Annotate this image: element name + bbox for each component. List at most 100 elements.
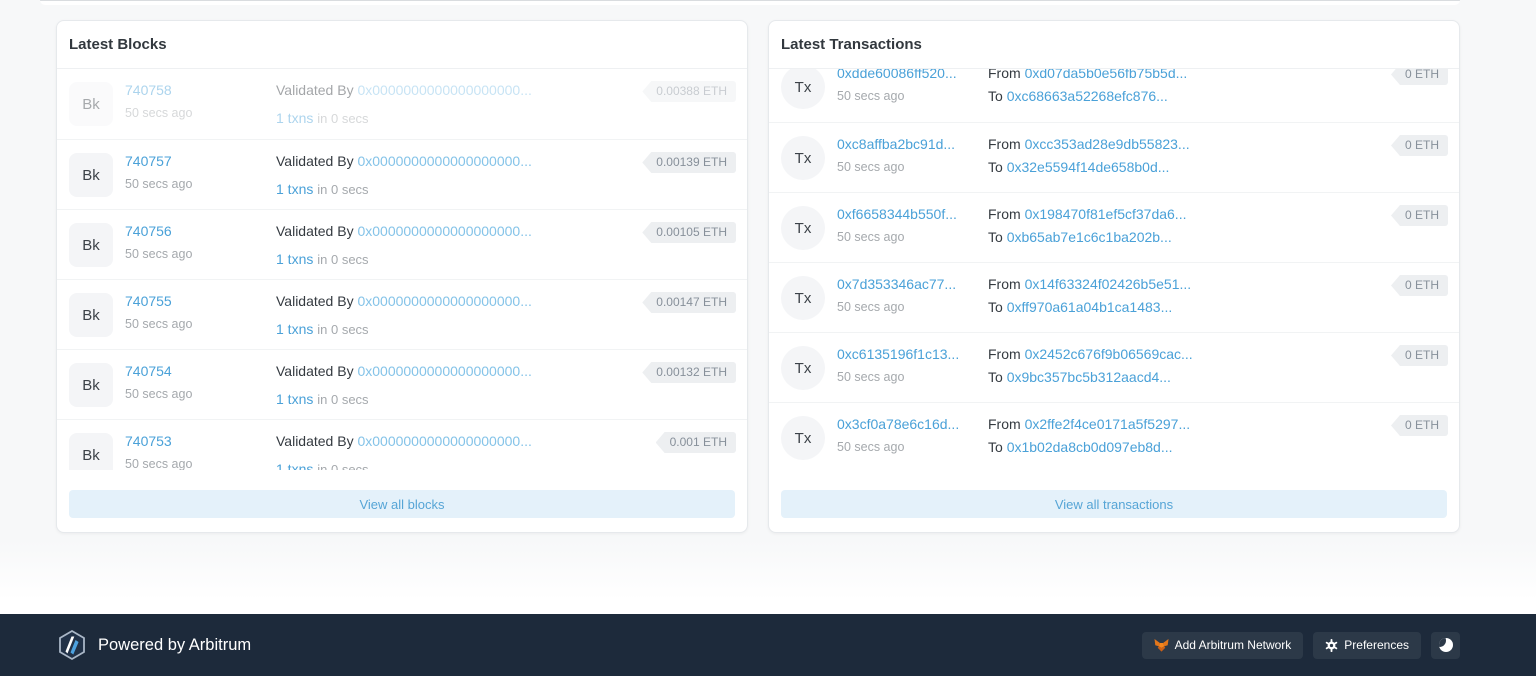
block-number-link[interactable]: 740756 [125,223,172,239]
block-icon: Bk [69,293,113,337]
tx-value-badge: 0 ETH [1390,135,1448,156]
block-row: Bk 740754 50 secs ago Validated By 0x000… [57,349,747,419]
block-row: Bk 740753 50 secs ago Validated By 0x000… [57,419,747,470]
validator-address-link[interactable]: 0x0000000000000000000... [357,363,532,379]
validator-address-link[interactable]: 0x0000000000000000000... [357,433,532,449]
to-label: To [988,299,1003,315]
tx-value-badge: 0 ETH [1390,275,1448,296]
tx-age: 50 secs ago [837,230,905,244]
block-number-link[interactable]: 740758 [125,82,172,98]
from-label: From [988,276,1021,292]
block-txns-link[interactable]: 1 txns [276,461,314,470]
block-number-link[interactable]: 740755 [125,293,172,309]
transaction-icon: Tx [781,136,825,180]
block-number-link[interactable]: 740753 [125,433,172,449]
validated-by-label: Validated By [276,293,354,309]
to-address-link[interactable]: 0xff970a61a04b1ca1483... [1006,299,1173,315]
from-label: From [988,69,1021,81]
to-address-link[interactable]: 0xc68663a52268efc876... [1006,88,1168,104]
validator-address-link[interactable]: 0x0000000000000000000... [357,293,532,309]
transaction-icon: Tx [781,69,825,109]
block-reward-badge: 0.00147 ETH [642,292,736,313]
add-arbitrum-network-button[interactable]: Add Arbitrum Network [1141,631,1304,659]
transaction-row: Tx 0xc6135196f1c13... 50 secs ago From 0… [769,332,1459,402]
transaction-row: Tx 0xc8affba2bc91d... 50 secs ago From 0… [769,122,1459,192]
tx-value-badge: 0 ETH [1390,69,1448,85]
blocks-list: Bk 740758 50 secs ago Validated By 0x000… [57,69,747,470]
tx-value-badge: 0 ETH [1390,345,1448,366]
transactions-list: Tx 0xdde60086ff520... 50 secs ago From 0… [769,69,1459,470]
to-label: To [988,229,1003,245]
tx-hash-link[interactable]: 0xf6658344b550f... [837,206,957,222]
preferences-button[interactable]: Preferences [1313,631,1421,659]
moon-icon [1438,638,1453,652]
from-address-link[interactable]: 0xd07da5b0e56fb75b5d... [1024,69,1188,81]
validated-by-label: Validated By [276,153,354,169]
tx-hash-link[interactable]: 0xdde60086ff520... [837,69,957,81]
transaction-icon: Tx [781,276,825,320]
block-reward-badge: 0.00132 ETH [642,362,736,383]
preferences-label: Preferences [1344,638,1409,652]
from-address-link[interactable]: 0x2452c676f9b06569cac... [1024,346,1193,362]
validator-address-link[interactable]: 0x0000000000000000000... [357,153,532,169]
block-reward-badge: 0.00139 ETH [642,152,736,173]
to-address-link[interactable]: 0xb65ab7e1c6c1ba202b... [1006,229,1172,245]
panel-title: Latest Blocks [69,36,167,53]
transaction-icon: Tx [781,206,825,250]
block-txns-link[interactable]: 1 txns [276,251,314,267]
latest-blocks-header: Latest Blocks [57,21,747,69]
from-label: From [988,346,1021,362]
block-number-link[interactable]: 740754 [125,363,172,379]
block-txns-link[interactable]: 1 txns [276,391,314,407]
latest-transactions-header: Latest Transactions [769,21,1459,69]
previous-card-bottom-edge [40,0,1460,5]
block-duration: in 0 secs [317,111,369,126]
dark-mode-toggle-button[interactable] [1431,631,1460,659]
tx-age: 50 secs ago [837,440,905,454]
from-label: From [988,136,1021,152]
validated-by-label: Validated By [276,223,354,239]
to-label: To [988,369,1003,385]
block-age: 50 secs ago [125,177,193,191]
block-icon: Bk [69,153,113,197]
to-address-link[interactable]: 0x32e5594f14de658b0d... [1006,159,1170,175]
tx-value-badge: 0 ETH [1390,205,1448,226]
tx-hash-link[interactable]: 0x7d353346ac77... [837,276,957,292]
block-duration: in 0 secs [317,322,369,337]
block-age: 50 secs ago [125,387,193,401]
from-address-link[interactable]: 0x14f63324f02426b5e51... [1024,276,1192,292]
validator-address-link[interactable]: 0x0000000000000000000... [357,82,532,98]
transaction-row: Tx 0xdde60086ff520... 50 secs ago From 0… [769,69,1459,122]
block-txns-link[interactable]: 1 txns [276,110,314,126]
transaction-row: Tx 0xf6658344b550f... 50 secs ago From 0… [769,192,1459,262]
block-txns-link[interactable]: 1 txns [276,321,314,337]
block-icon: Bk [69,223,113,267]
gear-icon [1325,638,1338,652]
from-label: From [988,206,1021,222]
from-address-link[interactable]: 0x2ffe2f4ce0171a5f5297... [1024,416,1191,432]
to-address-link[interactable]: 0x9bc357bc5b312aacd4... [1006,369,1171,385]
view-all-blocks-button[interactable]: View all blocks [69,490,735,518]
transaction-icon: Tx [781,416,825,460]
block-txns-link[interactable]: 1 txns [276,181,314,197]
block-number-link[interactable]: 740757 [125,153,172,169]
from-address-link[interactable]: 0xcc353ad28e9db55823... [1024,136,1190,152]
metamask-fox-icon [1154,638,1169,652]
tx-hash-link[interactable]: 0x3cf0a78e6c16d... [837,416,960,432]
to-label: To [988,159,1003,175]
to-address-link[interactable]: 0x1b02da8cb0d097eb8d... [1006,439,1173,455]
block-duration: in 0 secs [317,462,369,470]
validated-by-label: Validated By [276,363,354,379]
from-address-link[interactable]: 0x198470f81ef5cf37da6... [1024,206,1187,222]
tx-value-badge: 0 ETH [1390,415,1448,436]
tx-hash-link[interactable]: 0xc6135196f1c13... [837,346,960,362]
view-all-transactions-button[interactable]: View all transactions [781,490,1447,518]
to-label: To [988,88,1003,104]
from-label: From [988,416,1021,432]
validator-address-link[interactable]: 0x0000000000000000000... [357,223,532,239]
block-row: Bk 740755 50 secs ago Validated By 0x000… [57,279,747,349]
block-icon: Bk [69,433,113,470]
tx-hash-link[interactable]: 0xc8affba2bc91d... [837,136,956,152]
block-icon: Bk [69,82,113,126]
block-duration: in 0 secs [317,252,369,267]
